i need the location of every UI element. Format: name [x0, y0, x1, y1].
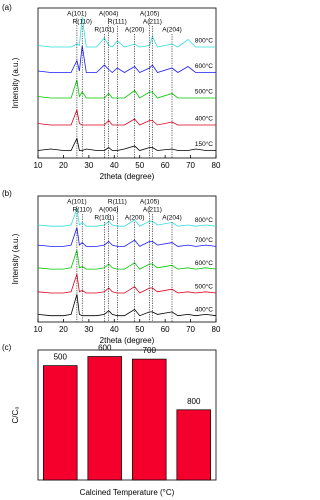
series-label: 600°C: [195, 259, 213, 267]
peak-label: R(110): [73, 19, 92, 26]
y-axis-label: Intensity (a.u.): [11, 233, 20, 284]
x-axis-label: 2theta (degree): [100, 336, 155, 345]
series-label: 700°C: [195, 236, 213, 244]
peak-label: A(004): [99, 207, 119, 214]
series-label: 400°C: [195, 305, 213, 313]
peak-label: A(211): [143, 207, 162, 214]
xrd-trace: [37, 294, 217, 317]
x-tick-label: 20: [59, 325, 68, 334]
xrd-trace: [37, 273, 217, 294]
peak-label: R(111): [108, 199, 127, 206]
xrd-trace: [37, 45, 216, 74]
x-axis-label: 2theta (degree): [100, 172, 155, 181]
series-label: 800°C: [195, 216, 213, 224]
x-tick-label: 50: [135, 325, 144, 334]
bar: [87, 356, 123, 481]
x-tick-label: 10: [34, 325, 43, 334]
x-tick-label: 30: [84, 325, 93, 334]
peak-label: R(101): [94, 215, 114, 222]
x-tick-label: 80: [212, 161, 221, 170]
peak-label: A(200): [125, 215, 145, 222]
series-label: 500°C: [195, 88, 213, 96]
y-axis-label: Intensity (a.u.): [11, 57, 20, 108]
peak-label: A(101): [67, 11, 87, 18]
peak-label: A(101): [67, 199, 87, 206]
panel-label: (a): [2, 3, 12, 12]
bar-label: 500: [54, 353, 68, 362]
x-axis-label: Calcined Temperature (°C): [80, 488, 175, 497]
x-tick-label: 10: [34, 161, 43, 170]
peak-label: A(004): [99, 11, 119, 18]
bar: [42, 365, 78, 481]
xrd-trace: [37, 227, 217, 247]
panel-label: (c): [2, 343, 12, 352]
peak-label: R(101): [94, 27, 114, 34]
series-label: 600°C: [195, 62, 213, 70]
xrd-trace: [37, 137, 216, 151]
peak-label: A(204): [162, 27, 182, 34]
x-tick-label: 20: [59, 161, 68, 170]
series-label: 500°C: [195, 283, 213, 291]
peak-label: A(211): [143, 19, 162, 26]
y-axis-label: C/C₀: [11, 406, 20, 423]
x-tick-label: 30: [84, 161, 93, 170]
series-label: 150°C: [195, 140, 213, 148]
series-label: 800°C: [195, 37, 213, 45]
plot-frame: [37, 349, 217, 481]
panel-label: (b): [2, 189, 12, 198]
x-tick-label: 40: [110, 325, 119, 334]
peak-label: A(200): [125, 27, 145, 34]
series-label: 400°C: [195, 115, 213, 123]
xrd-trace: [37, 250, 217, 270]
bar: [131, 358, 167, 481]
x-tick-label: 70: [186, 161, 195, 170]
xrd-trace: [37, 108, 216, 126]
plot-frame: [37, 195, 217, 323]
bar-label: 800: [187, 397, 201, 406]
bar: [176, 409, 212, 481]
peak-label: R(111): [108, 19, 127, 26]
peak-label: A(105): [140, 11, 160, 18]
x-tick-label: 50: [135, 161, 144, 170]
bar-label: 600: [98, 344, 112, 353]
x-tick-label: 60: [161, 325, 170, 334]
xrd-trace: [37, 79, 216, 99]
x-tick-label: 60: [161, 161, 170, 170]
peak-label: R(110): [73, 207, 92, 214]
figure: (a) Intensity (a.u.) 10 20 30 40 50 60 70 80 2thet…: [2, 3, 221, 497]
x-tick-label: 80: [212, 325, 221, 334]
x-tick-label: 70: [186, 325, 195, 334]
plot-frame: [37, 7, 217, 159]
peak-label: A(105): [140, 199, 160, 206]
peak-label: A(204): [162, 215, 182, 222]
bar-label: 700: [143, 346, 157, 355]
x-tick-label: 40: [110, 161, 119, 170]
